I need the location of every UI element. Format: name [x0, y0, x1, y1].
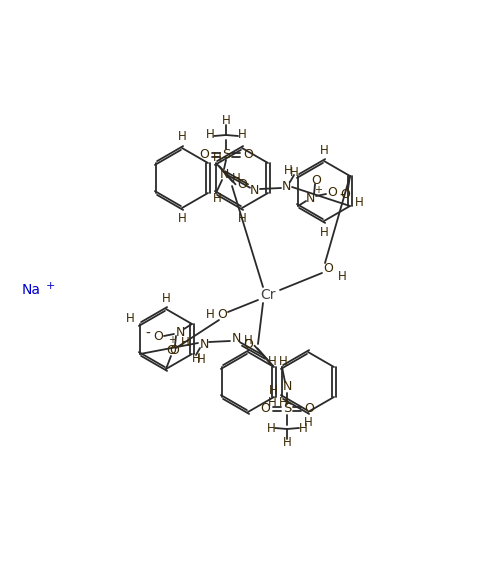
- Text: N: N: [176, 325, 184, 338]
- Text: H: H: [279, 396, 288, 409]
- Text: H: H: [298, 423, 308, 436]
- Text: H: H: [206, 129, 214, 142]
- Text: H: H: [213, 192, 222, 205]
- Text: O: O: [153, 330, 163, 343]
- Text: Na: Na: [22, 283, 41, 297]
- Text: H: H: [279, 355, 288, 368]
- Text: H: H: [268, 396, 277, 409]
- Text: O: O: [169, 343, 179, 356]
- Text: S: S: [222, 148, 230, 161]
- Text: H: H: [320, 143, 328, 156]
- Text: H: H: [338, 270, 346, 283]
- Text: O: O: [304, 402, 314, 415]
- Text: O: O: [166, 345, 176, 357]
- Text: H: H: [268, 355, 277, 368]
- Text: O: O: [217, 309, 227, 321]
- Text: S: S: [283, 402, 291, 415]
- Text: O: O: [260, 402, 270, 415]
- Text: H: H: [213, 151, 222, 164]
- Text: O: O: [237, 179, 247, 192]
- Text: H: H: [354, 196, 364, 209]
- Text: O: O: [311, 174, 321, 187]
- Text: H: H: [284, 164, 293, 177]
- Text: O: O: [243, 338, 253, 351]
- Text: H: H: [320, 225, 328, 238]
- Text: H: H: [282, 437, 292, 450]
- Text: N: N: [282, 179, 290, 193]
- Text: N: N: [250, 184, 258, 197]
- Text: Cr: Cr: [260, 288, 276, 302]
- Text: O: O: [323, 261, 333, 274]
- Text: H: H: [192, 351, 200, 365]
- Text: O: O: [243, 148, 253, 161]
- Text: N: N: [232, 333, 240, 346]
- Text: N: N: [282, 380, 292, 393]
- Text: -: -: [340, 189, 344, 203]
- Text: H: H: [232, 173, 240, 185]
- Text: N: N: [220, 169, 228, 182]
- Text: H: H: [290, 165, 298, 179]
- Text: -: -: [146, 327, 150, 341]
- Text: H: H: [178, 130, 186, 143]
- Text: +: +: [168, 335, 176, 345]
- Text: N: N: [200, 338, 208, 351]
- Text: H: H: [266, 423, 276, 436]
- Text: H: H: [126, 312, 135, 325]
- Text: H: H: [162, 292, 170, 305]
- Text: H: H: [197, 353, 206, 366]
- Text: H: H: [238, 129, 246, 142]
- Text: H: H: [206, 309, 214, 321]
- Text: N: N: [306, 192, 314, 205]
- Text: O: O: [340, 188, 350, 201]
- Text: H: H: [180, 337, 190, 350]
- Text: H: H: [304, 416, 312, 429]
- Text: H: H: [178, 212, 186, 225]
- Text: O: O: [327, 187, 337, 200]
- Text: +: +: [314, 185, 322, 195]
- Text: H: H: [222, 115, 230, 128]
- Text: +: +: [46, 281, 56, 291]
- Text: H: H: [244, 334, 252, 347]
- Text: H: H: [238, 212, 246, 225]
- Text: H: H: [268, 384, 278, 397]
- Text: O: O: [199, 148, 209, 161]
